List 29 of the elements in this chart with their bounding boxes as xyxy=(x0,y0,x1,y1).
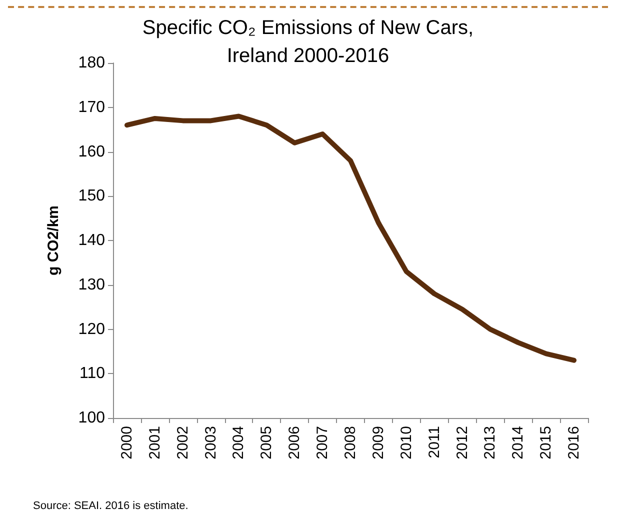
x-tick-label: 2004 xyxy=(230,426,248,460)
x-tick-label: 2010 xyxy=(398,426,415,460)
y-tick-label: 160 xyxy=(78,143,106,160)
chart-title: Specific CO₂ Emissions of New Cars, Ireland 2000-2016 xyxy=(141,16,475,69)
y-tick-label: 150 xyxy=(78,188,106,205)
y-tick-label: 170 xyxy=(78,98,106,116)
x-tick-label: 2012 xyxy=(454,426,471,460)
x-tick-label: 2001 xyxy=(146,426,164,460)
x-tick-label: 2003 xyxy=(202,426,220,460)
x-tick-label: 2011 xyxy=(426,426,443,458)
y-tick-label: 120 xyxy=(78,320,106,338)
x-tick-label: 2005 xyxy=(258,426,276,460)
x-tick-label: 2014 xyxy=(510,426,527,460)
y-tick-label: 130 xyxy=(78,276,106,294)
x-tick-label: 2002 xyxy=(174,426,192,460)
y-axis-title: g CO2/km xyxy=(45,205,62,276)
y-tick-label: 110 xyxy=(79,365,106,382)
x-tick-label: 2007 xyxy=(314,426,332,460)
y-tick-label: 140 xyxy=(78,232,106,249)
x-tick-label: 2009 xyxy=(370,426,387,460)
x-tick-label: 2016 xyxy=(566,426,583,460)
x-tick-label: 2008 xyxy=(342,426,359,460)
x-tick-label: 2006 xyxy=(286,426,304,460)
x-tick-label: 2000 xyxy=(118,426,136,460)
x-tick-label: 2015 xyxy=(538,426,555,460)
source-note: Source: SEAI. 2016 is estimate. xyxy=(33,500,188,512)
y-tick-label: 100 xyxy=(78,410,106,426)
x-tick-label: 2013 xyxy=(482,426,499,460)
y-tick-label: 180 xyxy=(78,54,106,72)
